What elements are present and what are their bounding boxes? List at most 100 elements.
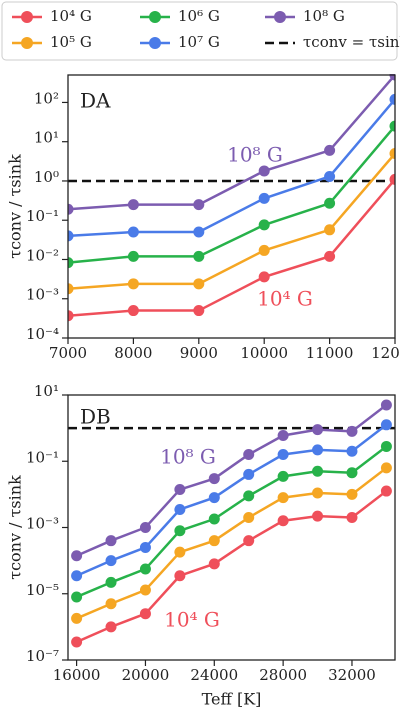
x-tick-label: 10000 — [240, 344, 288, 362]
data-point — [139, 522, 151, 533]
data-point — [208, 492, 220, 504]
legend-label: τconv = τsink — [303, 33, 400, 51]
data-point — [174, 484, 186, 496]
legend-swatch-marker — [21, 37, 33, 49]
data-point — [346, 467, 358, 479]
data-point — [139, 584, 151, 596]
series-line — [68, 74, 395, 211]
y-tick-label: 10⁻² — [26, 246, 59, 264]
y-tick-label: 10⁻¹ — [26, 207, 59, 225]
data-point — [127, 226, 139, 238]
data-point — [389, 93, 395, 105]
legend-swatch-marker — [149, 37, 161, 49]
legend-swatch-marker — [21, 11, 33, 23]
annotation: 10⁸ G — [160, 445, 216, 469]
data-point — [389, 148, 395, 160]
data-point — [346, 445, 358, 457]
y-tick-label: 10⁻¹ — [26, 448, 59, 466]
x-tick-label: 16000 — [53, 666, 101, 684]
data-point — [193, 199, 205, 211]
plot-frame — [67, 74, 396, 339]
data-point — [243, 535, 255, 547]
series-line — [76, 403, 388, 557]
data-point — [258, 219, 270, 231]
data-point — [380, 485, 392, 497]
x-tick-label: 12000 — [371, 344, 400, 362]
data-point — [312, 465, 324, 477]
y-axis-label: τconv / τsink — [6, 475, 25, 580]
data-point — [71, 550, 83, 562]
x-tick-label: 8000 — [114, 344, 152, 362]
x-tick-label: 20000 — [122, 666, 170, 684]
data-point — [277, 429, 289, 441]
data-point — [208, 513, 220, 525]
x-tick-label: 7000 — [49, 344, 87, 362]
data-point — [324, 144, 336, 156]
data-point — [71, 612, 83, 624]
series-line — [76, 423, 388, 577]
annotation: 10⁸ G — [227, 143, 283, 167]
data-point — [346, 512, 358, 524]
y-tick-label: 10⁻³ — [26, 515, 59, 533]
data-point — [139, 608, 151, 620]
series-line — [76, 445, 388, 599]
data-point — [193, 305, 205, 317]
y-tick-label: 10⁻³ — [26, 286, 59, 304]
data-point — [208, 535, 220, 547]
y-tick-label: 10⁻⁴ — [26, 325, 59, 343]
data-point — [277, 515, 289, 527]
series-group — [68, 74, 395, 322]
data-point — [312, 510, 324, 522]
data-point — [324, 250, 336, 262]
data-point — [346, 425, 358, 437]
legend-box — [1, 1, 398, 61]
annotation: DA — [80, 89, 111, 113]
data-point — [380, 419, 392, 431]
data-point — [208, 558, 220, 570]
data-point — [127, 250, 139, 262]
data-point — [68, 310, 74, 322]
data-point — [71, 636, 83, 648]
data-point — [105, 535, 117, 547]
data-point — [174, 503, 186, 515]
x-tick-label: 9000 — [180, 344, 218, 362]
data-point — [139, 563, 151, 575]
data-point — [324, 224, 336, 236]
legend-label: 10⁴ G — [50, 7, 92, 25]
data-point — [71, 570, 83, 582]
legend-label: 10⁶ G — [178, 7, 220, 25]
y-tick-label: 10² — [34, 89, 59, 107]
x-tick-label: 24000 — [190, 666, 238, 684]
legend-swatch-marker — [274, 11, 286, 23]
series-line — [68, 98, 395, 238]
data-point — [243, 490, 255, 502]
data-point — [380, 462, 392, 474]
data-point — [71, 591, 83, 603]
data-point — [324, 170, 336, 182]
data-point — [243, 512, 255, 524]
data-point — [277, 492, 289, 504]
annotation: 10⁴ G — [164, 608, 220, 632]
y-tick-label: 10¹ — [34, 129, 59, 147]
x-tick-label: 32000 — [328, 666, 376, 684]
legend-label: 10⁵ G — [50, 33, 92, 51]
series-line — [68, 125, 395, 264]
annotation: 10⁴ G — [257, 287, 313, 311]
legend-label: 10⁷ G — [178, 33, 220, 51]
y-tick-label: 10⁻⁷ — [26, 647, 59, 665]
x-tick-label: 11000 — [306, 344, 354, 362]
data-point — [243, 448, 255, 460]
data-point — [68, 203, 74, 215]
annotation: DB — [80, 405, 111, 429]
data-point — [277, 470, 289, 482]
series-line — [68, 152, 395, 290]
data-point — [258, 271, 270, 283]
data-point — [208, 473, 220, 485]
legend-swatch-marker — [149, 11, 161, 23]
y-tick-label: 10⁻⁵ — [26, 581, 59, 599]
data-point — [105, 621, 117, 633]
data-point — [174, 570, 186, 582]
data-point — [139, 541, 151, 553]
data-point — [174, 525, 186, 537]
